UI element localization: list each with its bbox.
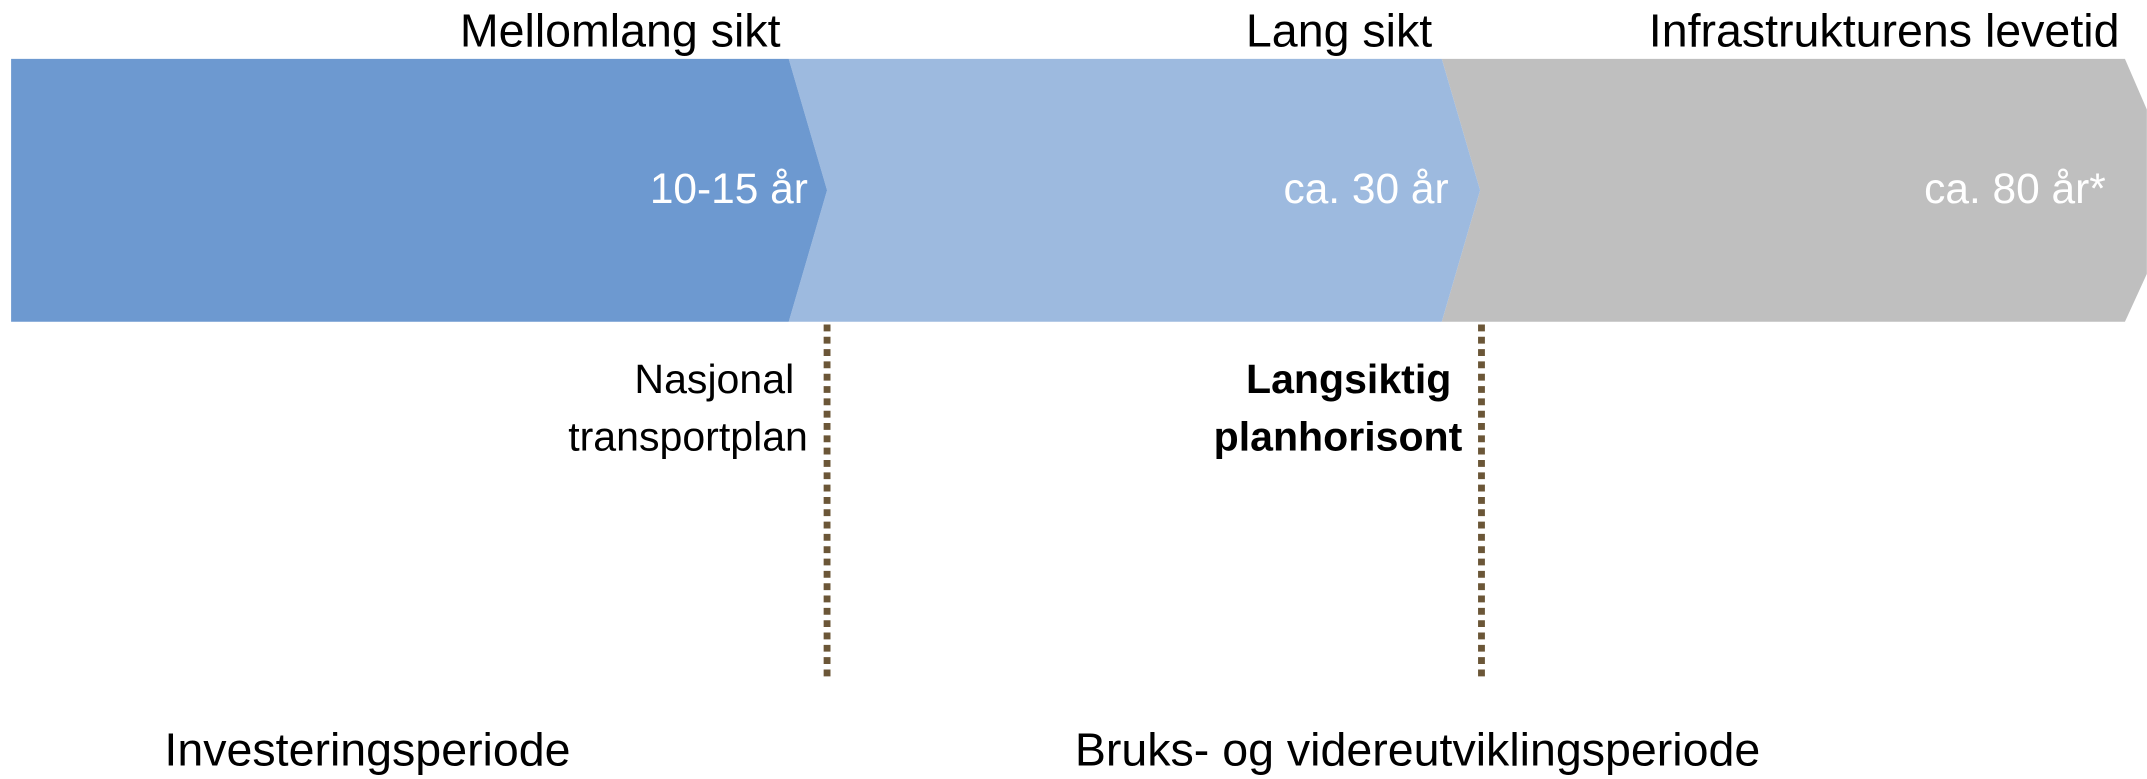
marker-label: transportplan bbox=[568, 413, 808, 459]
period-label: Investeringsperiode bbox=[164, 723, 570, 775]
phase-duration: ca. 80 år* bbox=[1924, 165, 2106, 212]
phase-duration: 10-15 år bbox=[650, 165, 808, 212]
period-label: Bruks- og videreutviklingsperiode bbox=[1075, 723, 1760, 775]
phase-arrow bbox=[788, 58, 1481, 322]
phase-title: Infrastrukturens levetid bbox=[1649, 5, 2120, 57]
phase-arrow bbox=[11, 58, 828, 322]
phase-duration: ca. 30 år bbox=[1283, 165, 1448, 212]
marker-label: Nasjonal bbox=[634, 356, 794, 402]
marker-label: planhorisont bbox=[1214, 413, 1463, 459]
marker-label: Langsiktig bbox=[1246, 356, 1451, 402]
phase-title: Mellomlang sikt bbox=[460, 5, 781, 57]
phase-title: Lang sikt bbox=[1246, 5, 1432, 57]
phase-arrow bbox=[1441, 58, 2147, 322]
